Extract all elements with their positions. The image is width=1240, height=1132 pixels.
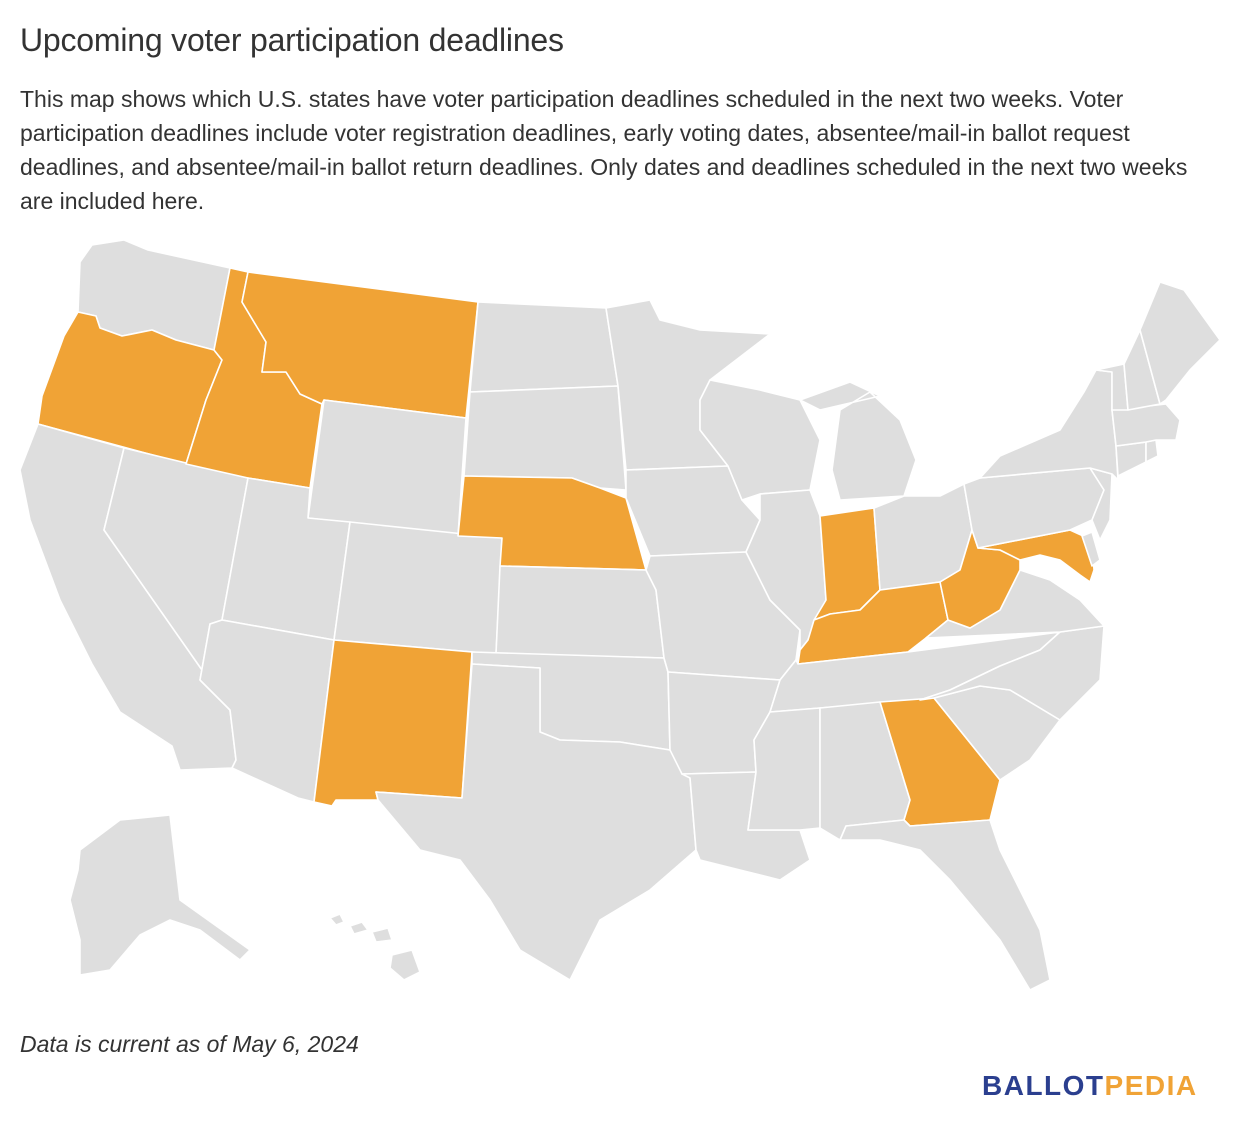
state-CT xyxy=(1115,441,1147,477)
data-date-note: Data is current as of May 6, 2024 xyxy=(20,1031,359,1057)
logo-text-ballot: BALLOT xyxy=(982,1070,1105,1101)
state-KS xyxy=(495,565,665,659)
map-description: This map shows which U.S. states have vo… xyxy=(20,86,1188,214)
logo-text-pedia: PEDIA xyxy=(1104,1070,1198,1101)
state-FL xyxy=(839,819,1051,991)
ballotpedia-logo[interactable]: BALLOTPEDIA xyxy=(982,1070,1198,1102)
state-NC xyxy=(919,625,1105,721)
state-ME xyxy=(1139,281,1221,405)
state-TX xyxy=(375,663,697,981)
page-title: Upcoming voter participation deadlines xyxy=(20,22,564,58)
state-NM xyxy=(313,639,473,807)
state-VT xyxy=(1095,363,1129,411)
state-SD xyxy=(463,385,627,491)
state-ND xyxy=(469,301,619,393)
state-HI xyxy=(329,913,421,981)
state-NY xyxy=(979,369,1119,481)
state-AK xyxy=(69,814,251,976)
state-WY xyxy=(307,399,467,537)
state-CO xyxy=(333,521,503,655)
us-map xyxy=(0,230,1240,1000)
state-DE xyxy=(1081,531,1101,567)
state-MI xyxy=(799,381,917,501)
state-RI xyxy=(1145,439,1159,463)
state-MA xyxy=(1111,403,1181,447)
state-MT xyxy=(241,271,479,419)
